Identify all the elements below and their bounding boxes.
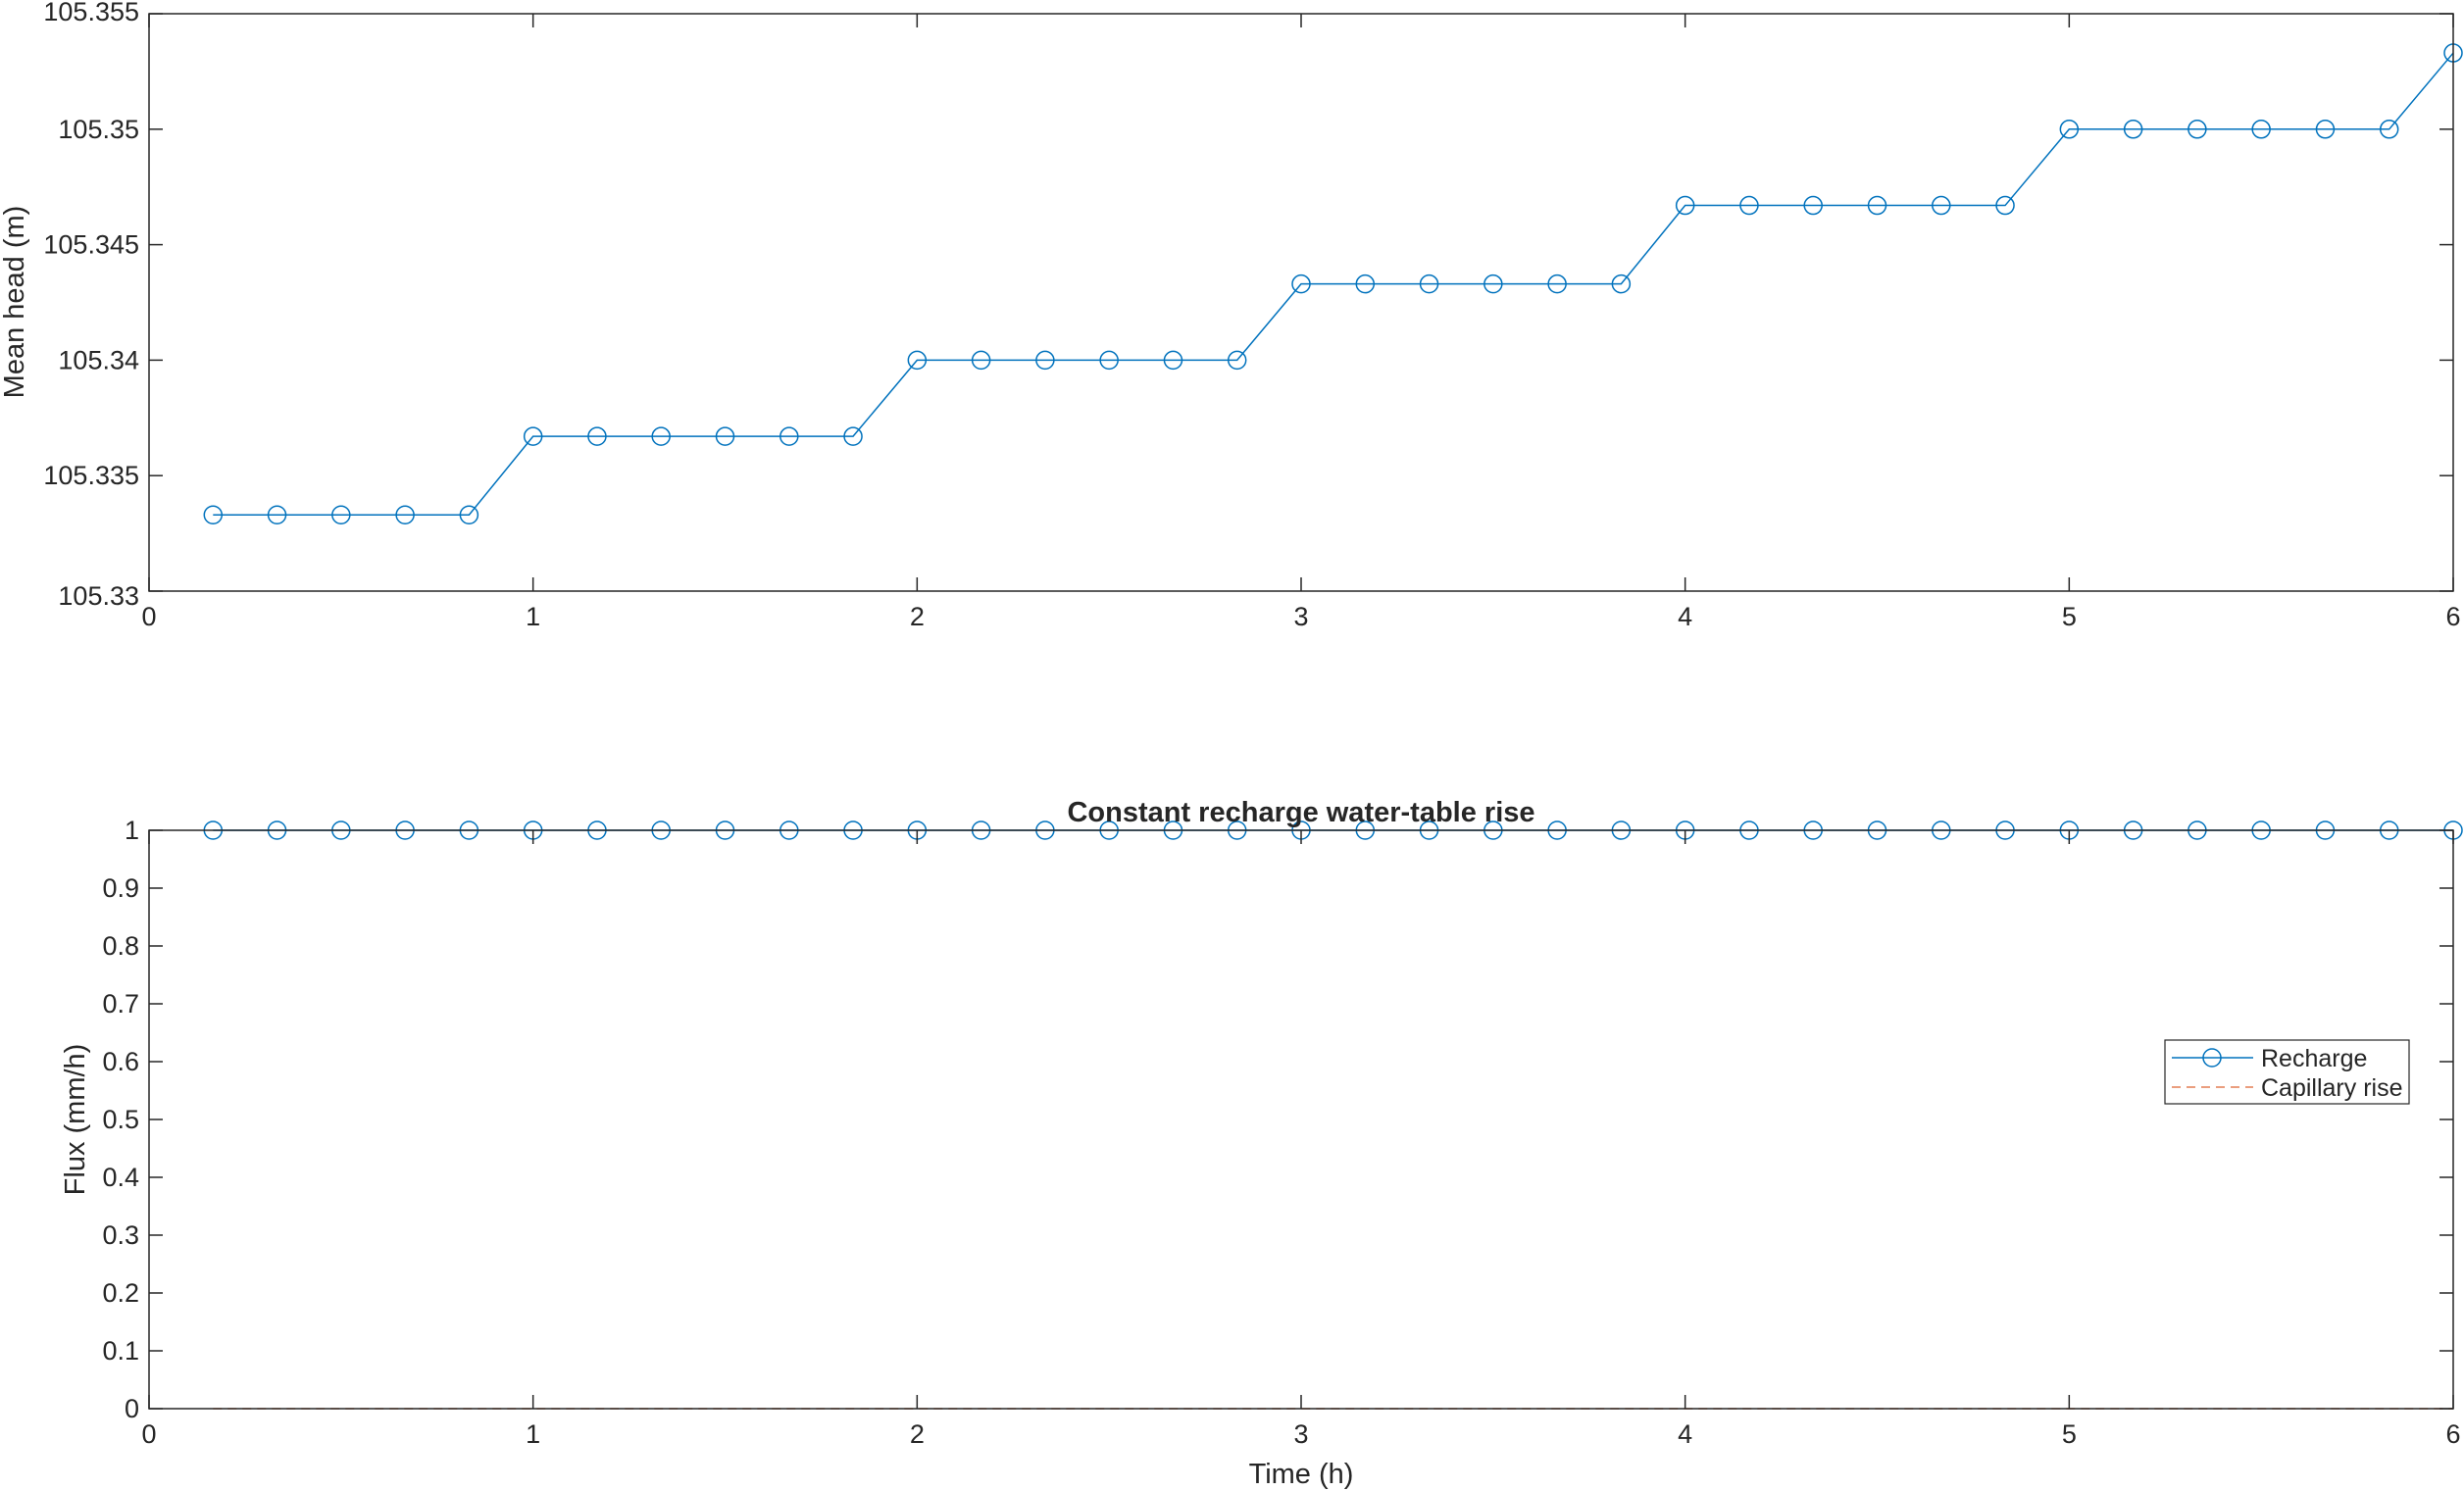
data-point xyxy=(523,426,543,446)
legend-capillary-label: Capillary rise xyxy=(2261,1074,2402,1102)
x-tick-label: 1 xyxy=(526,602,540,631)
y-tick-label: 105.355 xyxy=(43,0,139,26)
data-point xyxy=(395,505,415,525)
axes-frame xyxy=(148,13,2454,592)
y-tick-label: 0 xyxy=(125,1394,139,1423)
data-point xyxy=(1227,350,1247,371)
data-point xyxy=(1547,273,1567,294)
x-tick-label: 0 xyxy=(141,602,156,631)
y-tick-label: 105.34 xyxy=(58,345,139,374)
y-axis-label: Mean head (m) xyxy=(0,206,30,399)
series-layer xyxy=(203,43,2463,525)
data-point xyxy=(1099,350,1119,371)
x-tick-label: 5 xyxy=(2062,1419,2077,1449)
data-point xyxy=(1163,350,1183,371)
data-point xyxy=(779,426,799,446)
plot-area xyxy=(149,14,2453,591)
data-point xyxy=(1611,273,1632,294)
data-point xyxy=(2251,120,2271,139)
y-tick-label: 105.335 xyxy=(43,461,139,490)
y-tick-label: 1 xyxy=(125,816,139,845)
plot-area xyxy=(149,830,2453,1409)
y-tick-label: 105.33 xyxy=(58,581,139,611)
data-point xyxy=(1035,350,1055,371)
data-point xyxy=(1291,273,1311,294)
y-tick-label: 105.345 xyxy=(43,230,139,260)
data-point xyxy=(203,505,224,525)
y-tick-label: 0.1 xyxy=(102,1336,139,1366)
data-point xyxy=(1932,195,1951,216)
data-point xyxy=(2379,120,2399,139)
y-axis-label: Flux (mm/h) xyxy=(60,1044,91,1196)
ticks-layer: 0 1 2 3 4 5 6 105.33 105.335 105.34 105.345 105.35 1… xyxy=(43,0,2460,631)
series-line xyxy=(213,52,2454,516)
x-tick-label: 6 xyxy=(2445,1419,2460,1449)
x-tick-label: 6 xyxy=(2445,602,2460,631)
data-point xyxy=(971,350,991,371)
y-tick-label: 0.2 xyxy=(102,1278,139,1308)
data-point xyxy=(1995,195,2015,216)
data-point xyxy=(1355,273,1376,294)
data-point xyxy=(2059,120,2080,139)
data-point xyxy=(1803,195,1823,216)
legend: Recharge Capillary rise xyxy=(2164,1039,2410,1105)
data-point xyxy=(1675,195,1695,216)
data-point xyxy=(587,426,607,446)
data-point xyxy=(459,505,479,525)
y-tick-label: 0.8 xyxy=(102,931,139,961)
mean-head-panel: 0 1 2 3 4 5 6 105.33 105.335 105.34 105.345 105.35 1… xyxy=(0,0,2463,631)
data-point xyxy=(1739,195,1759,216)
y-tick-label: 105.35 xyxy=(58,115,139,144)
data-point xyxy=(2187,120,2207,139)
x-tick-label: 5 xyxy=(2062,602,2077,631)
data-point xyxy=(1419,273,1439,294)
x-axis-label: Time (h) xyxy=(1249,1459,1354,1490)
flux-panel: 0 1 2 3 4 5 6 0 0.1 0.2 0.3 0.4 0.5 0.6 0.7 0.8 0.9 1 Con… xyxy=(60,797,2463,1490)
x-tick-label: 4 xyxy=(1678,602,1692,631)
y-tick-label: 0.9 xyxy=(102,873,139,903)
data-point xyxy=(843,426,863,446)
data-point xyxy=(1867,195,1887,216)
x-tick-label: 4 xyxy=(1678,1419,1692,1449)
y-tick-label: 0.6 xyxy=(102,1047,139,1076)
chart-title: Constant recharge water-table rise xyxy=(1067,797,1534,828)
data-point xyxy=(2123,120,2143,139)
y-tick-label: 0.3 xyxy=(102,1220,139,1250)
data-point xyxy=(1483,273,1503,294)
data-point xyxy=(331,505,351,525)
legend-recharge-label: Recharge xyxy=(2261,1045,2367,1072)
legend-recharge-marker xyxy=(2202,1048,2222,1068)
y-tick-label: 0.7 xyxy=(102,989,139,1019)
data-point xyxy=(651,426,671,446)
x-tick-label: 2 xyxy=(910,602,925,631)
x-tick-label: 3 xyxy=(1293,602,1308,631)
x-tick-label: 1 xyxy=(526,1419,540,1449)
x-tick-label: 2 xyxy=(910,1419,925,1449)
data-point xyxy=(267,505,287,525)
data-point xyxy=(907,350,928,371)
axes-frame xyxy=(148,829,2454,1410)
data-point xyxy=(2315,120,2336,139)
x-tick-label: 0 xyxy=(141,1419,156,1449)
y-tick-label: 0.4 xyxy=(102,1163,139,1192)
x-tick-label: 3 xyxy=(1293,1419,1308,1449)
data-point xyxy=(715,426,735,446)
y-tick-label: 0.5 xyxy=(102,1105,139,1134)
